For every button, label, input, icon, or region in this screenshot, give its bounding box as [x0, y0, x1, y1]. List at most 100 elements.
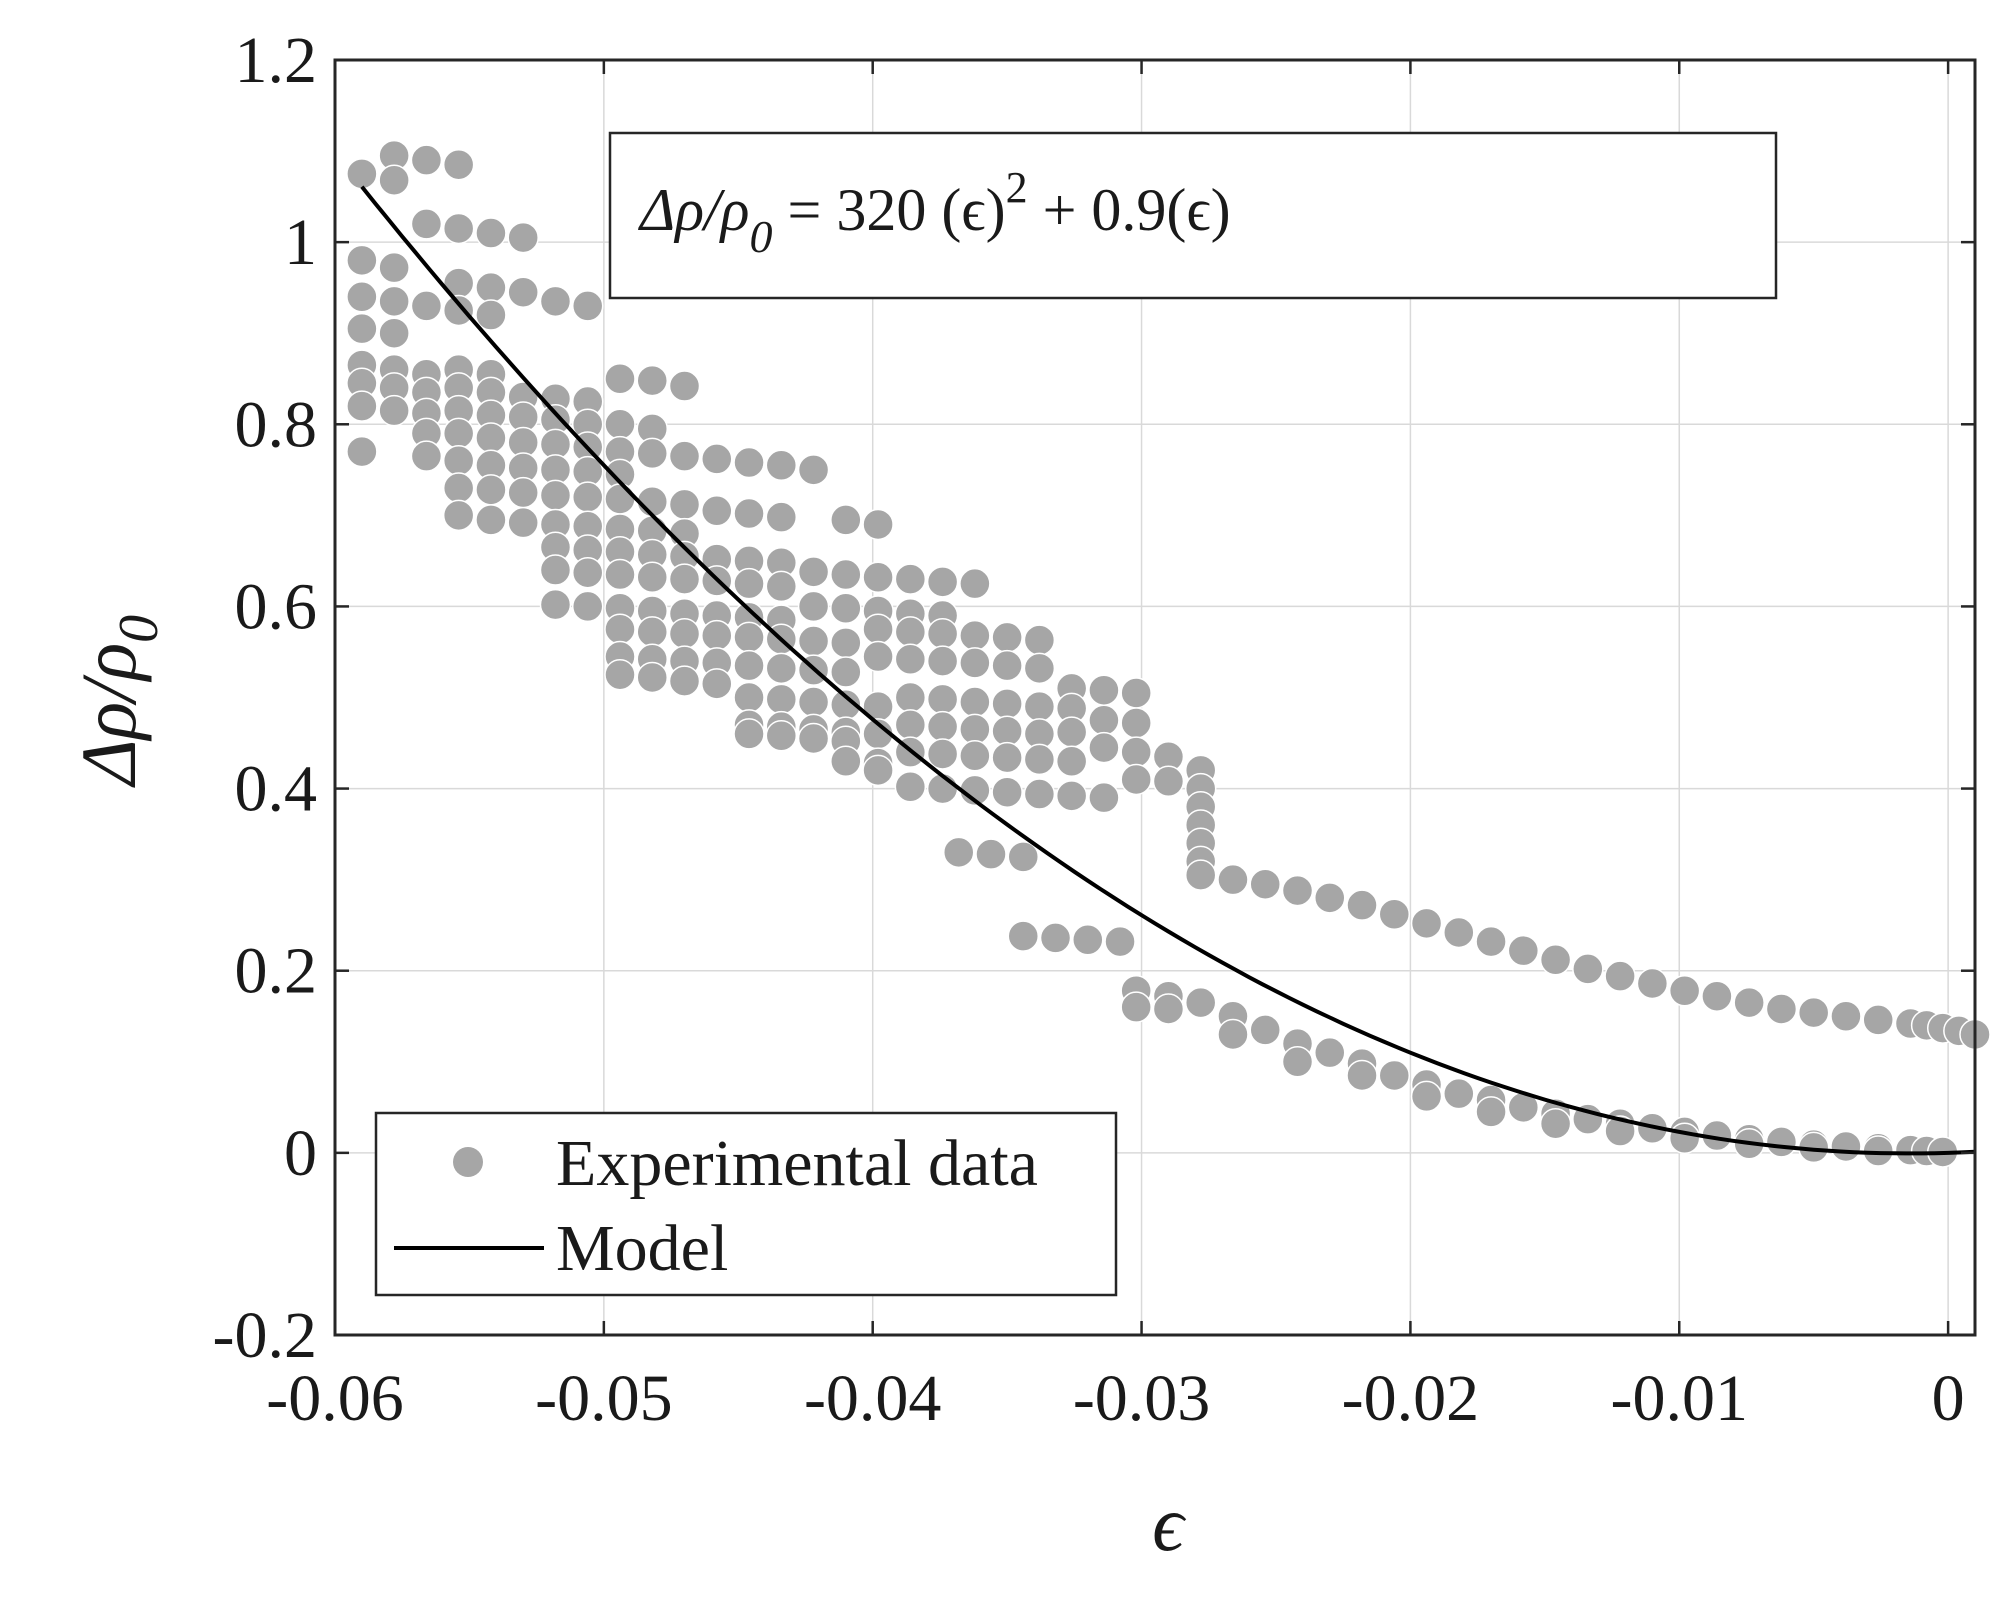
data-point: [926, 645, 959, 677]
data-point: [442, 444, 475, 477]
data-point: [733, 446, 765, 479]
data-point: [636, 616, 668, 648]
data-point: [636, 661, 668, 694]
data-point: [1088, 781, 1120, 814]
data-point: [604, 558, 636, 591]
data-point: [1217, 1018, 1249, 1051]
y-axis-title-subscript: 0: [108, 615, 170, 643]
data-point: [797, 686, 830, 718]
data-point: [1410, 907, 1443, 940]
data-point: [701, 495, 733, 527]
data-point: [346, 244, 378, 277]
data-point: [668, 563, 701, 595]
data-point: [539, 285, 572, 318]
data-point: [1475, 1096, 1507, 1128]
data-point: [1443, 916, 1475, 949]
legend: Experimental data Model: [374, 1111, 1118, 1297]
data-point: [668, 440, 701, 472]
data-point: [765, 720, 798, 752]
data-point: [378, 251, 410, 284]
data-point: [926, 738, 959, 770]
data-point: [862, 640, 894, 673]
data-point: [410, 440, 443, 472]
data-point: [959, 619, 991, 652]
data-point: [797, 590, 830, 623]
data-point: [991, 649, 1023, 682]
data-point: [701, 668, 733, 700]
data-point: [442, 148, 475, 181]
data-point: [926, 710, 959, 743]
data-point: [1539, 1107, 1572, 1140]
x-tick-label: -0.04: [804, 1362, 941, 1435]
data-point: [571, 556, 604, 589]
data-point: [765, 683, 798, 716]
equation-text: Δρ/ρ0 = 320 (ϵ)2 + 0.9(ϵ): [638, 163, 1231, 262]
data-point: [507, 476, 539, 509]
data-point: [507, 276, 539, 308]
data-point: [1572, 953, 1604, 985]
data-point: [1862, 1004, 1894, 1036]
data-point: [539, 479, 572, 512]
data-point: [410, 144, 443, 176]
data-point: [926, 683, 959, 716]
data-point: [733, 649, 765, 682]
data-point: [1039, 922, 1072, 954]
data-point: [571, 481, 604, 513]
data-point: [975, 838, 1007, 870]
x-tick-label: -0.03: [1073, 1362, 1210, 1435]
data-point: [1797, 996, 1830, 1029]
data-point: [378, 317, 410, 349]
data-point: [959, 647, 991, 679]
data-point: [1055, 716, 1088, 748]
model-line: [360, 185, 1976, 1156]
data-point: [894, 563, 927, 595]
data-point: [442, 212, 475, 245]
data-point: [475, 217, 507, 249]
data-point: [378, 285, 410, 318]
data-point: [571, 290, 604, 322]
data-point: [604, 408, 636, 441]
data-point: [959, 740, 991, 772]
x-tick-label: -0.01: [1611, 1362, 1748, 1435]
data-point: [1007, 841, 1040, 873]
data-point: [442, 294, 475, 327]
data-point: [1120, 677, 1152, 709]
data-point: [894, 643, 927, 675]
data-point: [668, 370, 701, 402]
data-point: [1088, 731, 1120, 764]
data-point: [1539, 944, 1572, 976]
data-point: [733, 718, 765, 750]
data-point: [1443, 1077, 1475, 1110]
data-point: [797, 556, 830, 588]
data-point: [765, 652, 798, 685]
data-point: [636, 364, 668, 397]
data-point: [636, 561, 668, 594]
y-tick-label: 0.2: [235, 935, 318, 1008]
data-point: [1104, 925, 1136, 958]
data-point: [1507, 934, 1540, 967]
data-point: [1281, 1046, 1314, 1078]
data-point: [442, 499, 475, 532]
data-point: [1281, 874, 1314, 907]
data-point: [959, 686, 991, 718]
data-point: [830, 745, 862, 777]
data-point: [1346, 889, 1378, 921]
data-point: [1314, 1036, 1346, 1069]
data-point: [733, 621, 765, 654]
data-point: [797, 625, 830, 657]
data-point: [830, 656, 862, 688]
data-point: [539, 554, 572, 586]
data-point: [830, 504, 862, 536]
data-point: [636, 485, 668, 518]
data-point: [442, 472, 475, 504]
y-tick-label: 0.4: [235, 753, 318, 826]
data-point: [830, 558, 862, 591]
legend-box: [374, 1111, 1118, 1297]
data-point: [1830, 1000, 1862, 1032]
data-point: [1314, 882, 1346, 914]
data-point: [475, 299, 507, 331]
y-tick-label: 1.2: [235, 24, 318, 97]
data-point: [539, 588, 572, 621]
data-point: [636, 437, 668, 470]
